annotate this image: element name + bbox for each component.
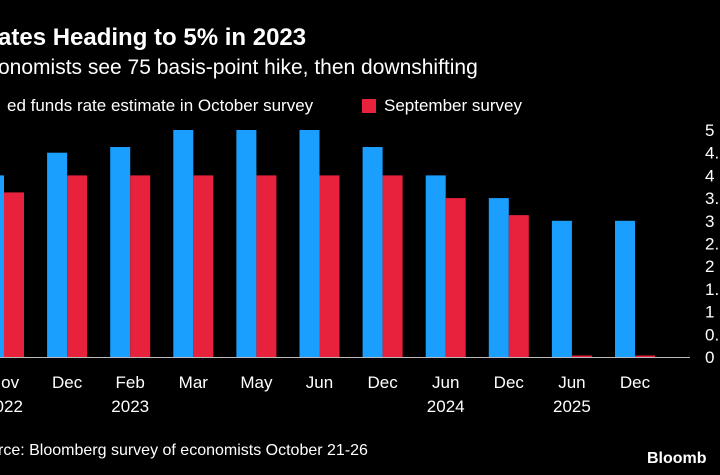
chart-subtitle: onomists see 75 basis-point hike, then d… <box>0 56 478 79</box>
bar-september-6 <box>382 175 403 357</box>
x-tick-label: May <box>240 373 273 392</box>
y-tick-label: 4 <box>705 166 714 185</box>
y-tick-label: 5 <box>705 121 714 140</box>
bar-october-0 <box>0 175 4 357</box>
bar-september-7 <box>445 198 466 357</box>
legend-label-october: ed funds rate estimate in October survey <box>7 96 314 115</box>
bar-october-4 <box>236 130 257 357</box>
x-tick-label: Nov <box>0 373 20 392</box>
bar-september-1 <box>67 175 88 357</box>
bar-october-2 <box>110 147 131 357</box>
bar-september-0 <box>4 192 24 357</box>
bar-september-2 <box>130 175 151 357</box>
x-tick-label: Jun <box>558 373 585 392</box>
bar-october-9 <box>551 220 572 357</box>
brand-logo: Bloomb <box>647 450 707 467</box>
bar-october-10 <box>615 220 635 357</box>
x-tick-label: Dec <box>494 373 525 392</box>
bar-september-8 <box>508 215 529 357</box>
y-tick-label: 1 <box>705 303 714 322</box>
bar-september-9 <box>571 355 592 357</box>
legend-item-september: September survey <box>362 96 522 116</box>
x-tick-label: Dec <box>620 373 651 392</box>
x-tick-label: Dec <box>367 373 398 392</box>
bar-september-10 <box>635 355 655 357</box>
x-year-label: 2023 <box>111 397 149 416</box>
x-tick-label: Jun <box>306 373 333 392</box>
y-tick-label: 2. <box>705 235 719 254</box>
legend-swatch-september <box>362 99 376 113</box>
bar-september-3 <box>193 175 214 357</box>
bar-october-7 <box>425 175 446 357</box>
bar-september-5 <box>319 175 340 357</box>
x-tick-label: Jun <box>432 373 459 392</box>
y-tick-label: 4. <box>705 144 719 163</box>
x-year-label: 2024 <box>427 397 465 416</box>
legend-label-september: September survey <box>384 96 522 115</box>
chart-title: ates Heading to 5% in 2023 <box>0 24 307 51</box>
x-tick-label: Mar <box>179 373 209 392</box>
x-tick-label: Feb <box>116 373 145 392</box>
bar-october-6 <box>362 147 383 357</box>
y-tick-label: 3. <box>705 189 719 208</box>
y-tick-label: 0. <box>705 325 719 344</box>
y-tick-label: 3 <box>705 212 714 231</box>
bar-october-5 <box>299 130 320 357</box>
bar-october-3 <box>173 130 194 357</box>
y-tick-label: 1. <box>705 280 719 299</box>
bar-october-8 <box>488 198 509 357</box>
bar-september-4 <box>256 175 277 357</box>
legend-item-october: ed funds rate estimate in October survey <box>0 96 313 116</box>
bar-october-1 <box>47 152 68 357</box>
x-year-label: 2022 <box>0 397 23 416</box>
x-year-label: 2025 <box>553 397 591 416</box>
y-tick-label: 2 <box>705 257 714 276</box>
source-note: rce: Bloomberg survey of economists Octo… <box>0 442 368 459</box>
x-tick-label: Dec <box>52 373 83 392</box>
y-tick-label: 0 <box>705 348 714 367</box>
